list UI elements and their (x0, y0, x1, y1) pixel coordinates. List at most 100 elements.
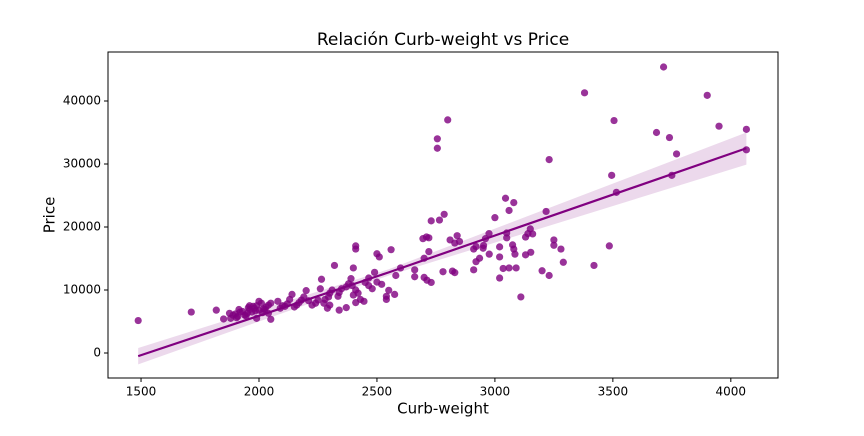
y-tick-label: 20000 (63, 220, 101, 234)
point (302, 287, 310, 295)
point (242, 312, 250, 320)
point (134, 316, 142, 325)
point (550, 236, 558, 244)
x-tick-label: 4000 (716, 385, 747, 399)
point (545, 155, 553, 164)
point (672, 150, 681, 158)
point (385, 286, 393, 294)
point (433, 144, 441, 152)
plot-frame (107, 51, 779, 379)
point (503, 234, 511, 242)
point (261, 305, 269, 314)
point (370, 268, 379, 276)
point (491, 214, 499, 222)
point (510, 198, 518, 207)
point (610, 116, 618, 125)
point (212, 306, 220, 314)
point (349, 264, 357, 272)
point (427, 217, 435, 225)
point (320, 299, 328, 307)
point (335, 306, 343, 314)
point (391, 290, 399, 299)
point (425, 234, 433, 242)
point (411, 266, 419, 274)
point (715, 122, 723, 130)
point (446, 236, 454, 244)
point (479, 241, 488, 250)
point (427, 278, 435, 287)
point (267, 315, 275, 323)
point (538, 267, 546, 275)
point (360, 297, 368, 305)
point (659, 63, 668, 71)
regression-line (137, 147, 747, 358)
point (274, 297, 282, 305)
point (512, 264, 520, 272)
point (529, 230, 537, 238)
point (742, 125, 750, 133)
point (545, 271, 553, 280)
confidence-band (138, 132, 747, 365)
point (342, 304, 350, 312)
point (703, 91, 711, 99)
point (352, 298, 360, 307)
point (455, 237, 464, 246)
point (485, 230, 493, 238)
point (550, 241, 558, 249)
x-axis-label: Curb-weight (397, 400, 489, 418)
point (652, 128, 661, 137)
y-tick-label: 10000 (63, 282, 101, 296)
point (219, 315, 228, 323)
point (665, 133, 674, 142)
x-tick-label: 1500 (126, 385, 157, 399)
point (444, 116, 452, 124)
point (472, 258, 480, 266)
x-tick-label: 3500 (598, 385, 629, 399)
point (435, 216, 444, 224)
point (225, 309, 234, 317)
point (425, 247, 433, 256)
point (580, 89, 589, 97)
point (485, 250, 493, 258)
point (382, 295, 390, 304)
point (517, 293, 525, 301)
y-tick-label: 30000 (63, 157, 101, 171)
point (501, 194, 510, 202)
point (557, 245, 565, 253)
point (521, 251, 530, 259)
y-axis-label: Price (41, 197, 59, 234)
point (316, 285, 324, 293)
point (387, 246, 395, 254)
point (511, 250, 519, 258)
point (334, 292, 342, 300)
point (470, 266, 478, 274)
point (505, 206, 513, 215)
point (559, 258, 567, 266)
y-tick-label: 40000 (63, 94, 101, 108)
point (496, 274, 504, 282)
point (496, 253, 504, 261)
point (419, 235, 427, 243)
x-tick-label: 2500 (362, 385, 393, 399)
point (440, 210, 448, 218)
x-tick-label: 3000 (480, 385, 511, 399)
point (330, 261, 339, 270)
point (392, 271, 400, 280)
point (542, 207, 550, 216)
point (605, 242, 613, 250)
point (317, 275, 326, 283)
point (505, 264, 513, 272)
point (448, 267, 457, 275)
point (368, 285, 376, 293)
point (187, 308, 195, 316)
point (352, 245, 360, 253)
point (245, 302, 254, 310)
chart-title: Relación Curb-weight vs Price (317, 30, 569, 50)
point (375, 253, 383, 261)
point (411, 273, 419, 281)
point (326, 301, 334, 309)
point (496, 243, 504, 251)
point (608, 171, 616, 179)
point (453, 232, 461, 240)
